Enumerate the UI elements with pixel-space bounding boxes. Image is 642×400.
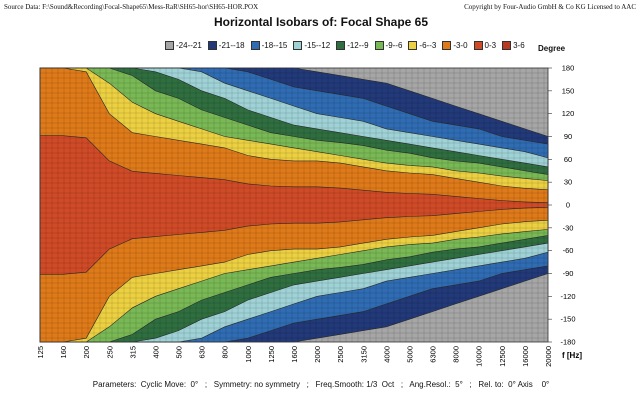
y-tick-label: 0 — [566, 201, 570, 210]
x-tick-label: 400 — [151, 346, 160, 359]
legend-item: -12--9 — [336, 41, 369, 50]
legend-swatch — [336, 41, 346, 50]
source-data-label: Source Data: F:\Sound&Recording\Focal-Sh… — [4, 3, 259, 11]
x-tick-label: 8000 — [452, 346, 461, 363]
legend-item: -24--21 — [165, 41, 202, 50]
legend-label: -15--12 — [304, 41, 331, 50]
legend-item: -15--12 — [293, 41, 330, 50]
legend-label: -6--3 — [419, 41, 437, 50]
x-tick-label: 20000 — [544, 346, 553, 367]
legend-item: -3-0 — [442, 41, 468, 50]
x-tick-label: 315 — [128, 346, 137, 359]
x-tick-label: 10000 — [475, 346, 484, 367]
x-axis-title: f [Hz] — [562, 351, 582, 360]
x-tick-label: 3150 — [359, 346, 368, 363]
x-tick-label: 250 — [105, 346, 114, 359]
y-tick-label: 90 — [564, 132, 572, 141]
x-tick-label: 1600 — [290, 346, 299, 363]
legend-label: 0-3 — [484, 41, 497, 50]
legend-swatch — [165, 41, 174, 50]
x-tick-label: 2000 — [313, 346, 322, 363]
x-tick-label: 2500 — [336, 346, 345, 363]
legend-swatch — [293, 41, 303, 50]
legend-label: -9--6 — [385, 41, 403, 50]
chart-legend: -24--21 -21--18 -18--15 -15--12 -12--9 -9--6 -… — [165, 41, 525, 50]
legend-swatch — [408, 41, 418, 50]
legend-item: -9--6 — [374, 41, 403, 50]
x-tick-label: 125 — [36, 346, 45, 359]
legend-label: -3-0 — [453, 41, 468, 50]
y-tick-label: 30 — [564, 178, 572, 187]
chart-title: Horizontal Isobars of: Focal Shape 65 — [213, 15, 429, 29]
legend-label: -21--18 — [218, 41, 245, 50]
y-tick-label: -30 — [563, 223, 574, 232]
parameters-footer: Parameters: Cyclic Move: 0° ; Symmetry: … — [92, 380, 550, 389]
legend-item: 3-6 — [502, 41, 525, 50]
x-tick-label: 16000 — [521, 346, 530, 367]
copyright-label: Copyright by Four-Audio GmbH & Co KG Lic… — [464, 3, 636, 11]
y-tick-label: -60 — [563, 246, 574, 255]
y-tick-label: -120 — [560, 292, 575, 301]
legend-label: 3-6 — [513, 41, 525, 50]
y-tick-label: -150 — [560, 315, 575, 324]
legend-swatch — [442, 41, 452, 50]
x-tick-label: 6300 — [429, 346, 438, 363]
y-tick-label: 120 — [562, 109, 575, 118]
x-tick-label: 800 — [221, 346, 230, 359]
legend-label: -12--9 — [347, 41, 369, 50]
x-tick-label: 1000 — [244, 346, 253, 363]
y-tick-label: 60 — [564, 155, 572, 164]
legend-label: -18--15 — [261, 41, 288, 50]
legend-item: -18--15 — [250, 41, 288, 50]
y-tick-label: -180 — [560, 338, 575, 347]
x-tick-label: 200 — [82, 346, 91, 359]
y-tick-label: 180 — [562, 64, 575, 73]
x-tick-label: 160 — [59, 346, 68, 359]
x-tick-label: 1250 — [267, 346, 276, 363]
legend-item: -21--18 — [207, 41, 245, 50]
legend-swatch — [502, 41, 512, 50]
legend-label: -24--21 — [176, 41, 202, 50]
legend-item: -6--3 — [408, 41, 436, 50]
x-tick-label: 5000 — [405, 346, 414, 363]
x-tick-label: 630 — [198, 346, 207, 359]
x-tick-label: 4000 — [382, 346, 391, 363]
y-tick-label: -90 — [563, 269, 574, 278]
x-tick-label: 500 — [175, 346, 184, 359]
y-tick-label: 150 — [562, 86, 575, 95]
legend-swatch — [250, 41, 260, 50]
legend-swatch — [207, 41, 217, 50]
legend-swatch — [374, 41, 384, 50]
legend-swatch — [473, 41, 483, 50]
y-axis-title: Degree — [538, 44, 566, 53]
x-tick-label: 12500 — [498, 346, 507, 367]
legend-item: 0-3 — [473, 41, 497, 50]
